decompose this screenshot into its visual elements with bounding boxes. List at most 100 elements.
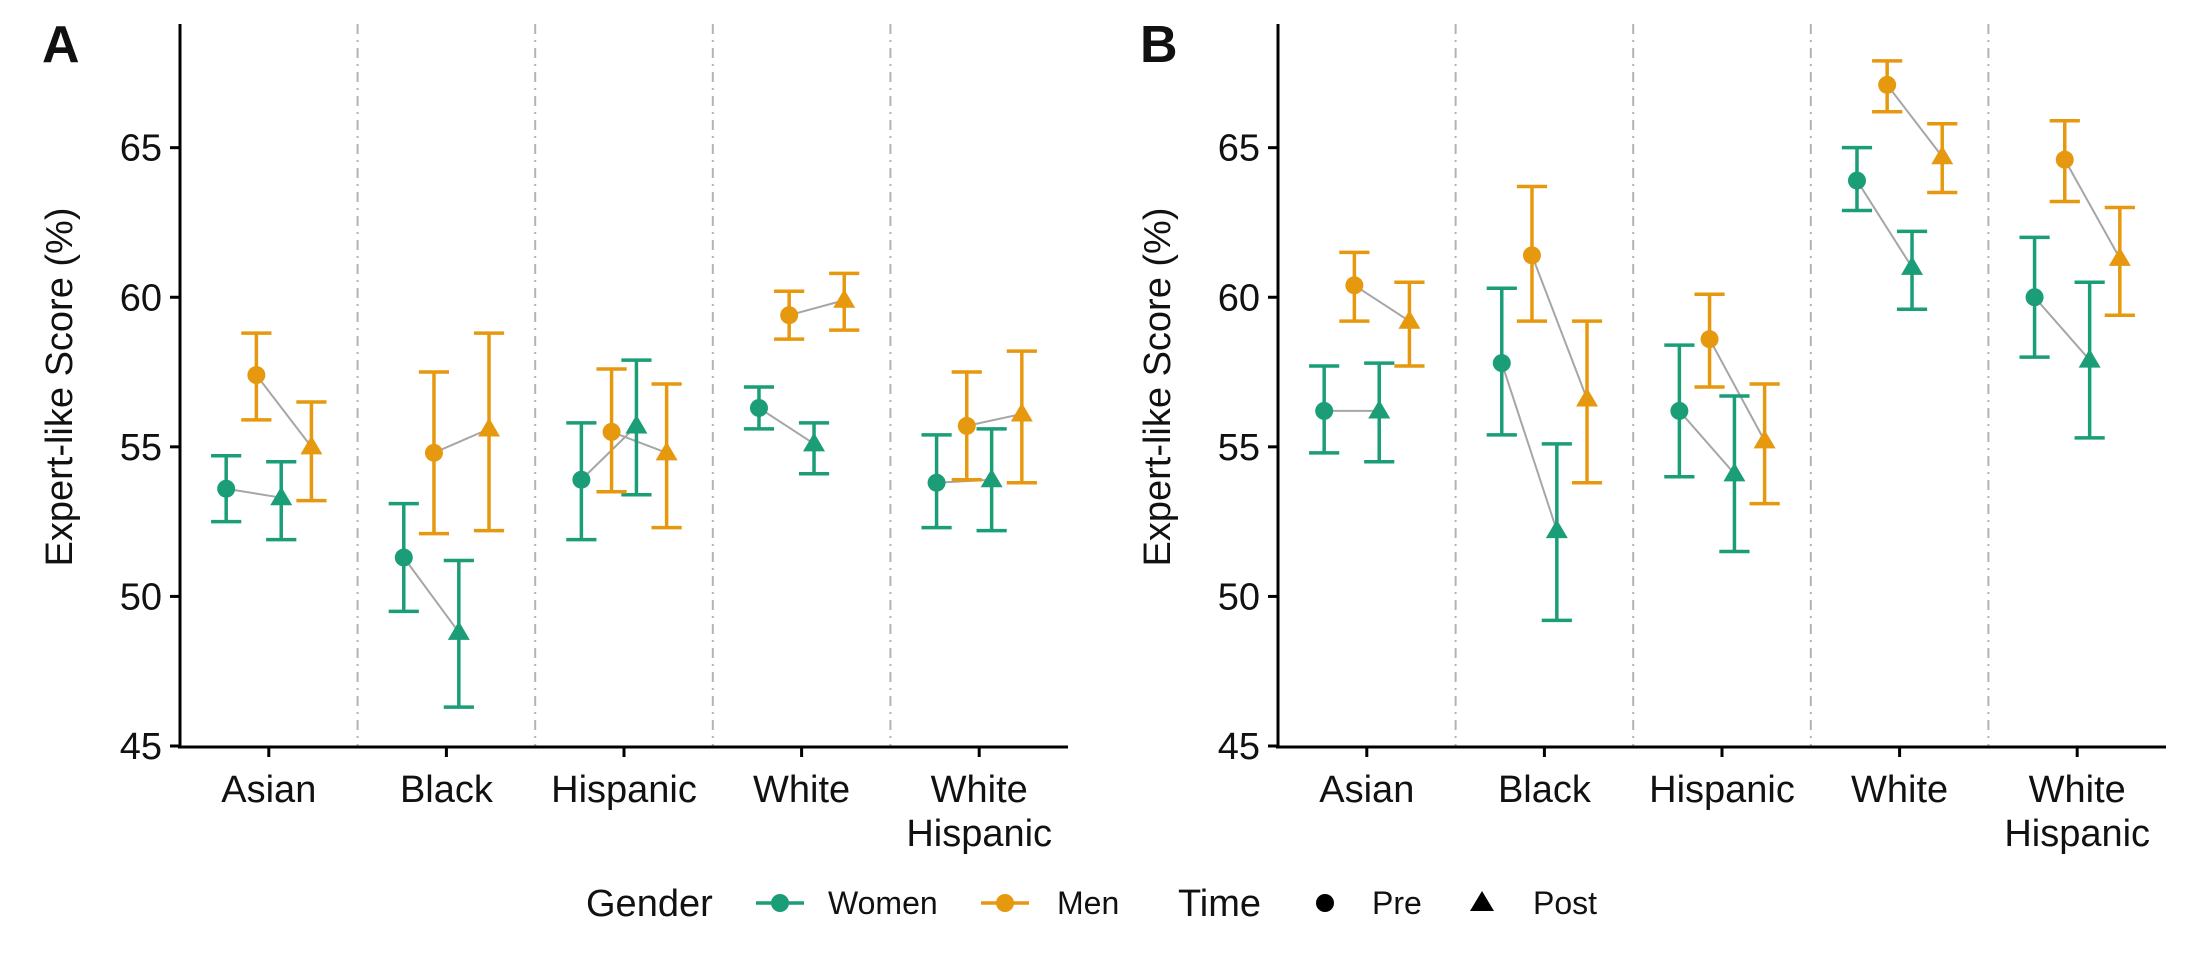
connector-line-men: [1708, 338, 1766, 442]
point-men-pre: [1522, 246, 1541, 265]
connector-line-women: [758, 407, 815, 445]
y-tick-label: 60: [1218, 277, 1260, 319]
point-men-pre: [2055, 150, 2074, 169]
x-tick-label: Asian: [1319, 769, 1414, 811]
connector-line-men: [433, 427, 490, 454]
legend-key-point: [771, 894, 789, 912]
point-men-pre: [1878, 75, 1897, 94]
x-tick-label-line: Hispanic: [551, 769, 697, 811]
y-tick-label: 45: [1218, 726, 1260, 768]
legend-time-label: Pre: [1372, 885, 1422, 921]
point-men-pre: [1700, 330, 1719, 349]
point-women-post: [803, 432, 826, 452]
point-women-post: [625, 414, 648, 434]
legend-gender-title: Gender: [586, 883, 713, 925]
connector-line-men: [788, 299, 845, 317]
x-tick-label-line: Asian: [221, 769, 316, 811]
legend: Gender Women Men Time Pre Post: [586, 883, 1597, 925]
point-women-post: [980, 468, 1003, 488]
panel-letter: A: [42, 16, 80, 74]
connector-line-women: [2033, 296, 2091, 361]
point-men-post: [655, 441, 678, 461]
x-tick-label: Black: [400, 769, 494, 811]
point-women-pre: [394, 548, 413, 567]
point-men-post: [1010, 402, 1033, 422]
connector-line-women: [580, 425, 638, 481]
connector-line-women: [1856, 180, 1913, 268]
connector-line-women: [402, 556, 460, 633]
legend-gender-label: Women: [828, 885, 938, 921]
x-tick-label: White: [753, 769, 850, 811]
legend-time-title: Time: [1178, 883, 1261, 925]
point-women-pre: [572, 470, 591, 489]
y-tick-label: 55: [1218, 427, 1260, 469]
x-tick-label-line: Black: [400, 769, 494, 811]
connector-line-women: [1678, 410, 1736, 475]
y-tick-label: 45: [120, 726, 162, 768]
legend-gender-label: Men: [1057, 885, 1119, 921]
point-men-post: [1753, 429, 1776, 449]
legend-key-point: [996, 894, 1014, 912]
point-women-pre: [749, 398, 768, 417]
connector-line-men: [1353, 284, 1410, 323]
point-men-post: [300, 435, 323, 455]
connector-line-women: [1500, 362, 1558, 531]
point-men-pre: [247, 366, 266, 385]
x-tick-label: White: [1851, 769, 1948, 811]
legend-time-label: Post: [1533, 885, 1597, 921]
point-men-post: [2108, 247, 2131, 266]
y-tick-label: 50: [120, 576, 162, 618]
x-tick-label: White Hispanic: [906, 769, 1052, 855]
point-women-pre: [1492, 354, 1511, 373]
point-men-pre: [1345, 276, 1364, 295]
point-women-pre: [2025, 288, 2044, 307]
point-women-pre: [217, 479, 236, 498]
connector-line-men: [255, 374, 313, 448]
point-men-pre: [957, 416, 976, 435]
connector-line-men: [1886, 84, 1944, 158]
point-men-post: [1576, 387, 1599, 407]
connector-line-men: [1531, 255, 1588, 400]
point-women-post: [447, 621, 470, 640]
x-tick-label-line: White: [1851, 769, 1948, 811]
point-women-post: [270, 486, 293, 506]
point-women-post: [2078, 348, 2101, 368]
point-women-post: [1901, 256, 1924, 275]
point-men-post: [478, 417, 501, 437]
connector-line-women: [226, 487, 282, 499]
panel-letter: B: [1140, 16, 1178, 74]
x-tick-label-line: Hispanic: [906, 813, 1052, 855]
connector-line-men: [2063, 159, 2121, 259]
x-tick-label-line: White: [753, 769, 850, 811]
y-tick-label: 55: [120, 427, 162, 469]
point-men-pre: [424, 443, 443, 462]
x-tick-label: Hispanic: [1649, 769, 1795, 811]
point-men-pre: [780, 306, 799, 325]
legend-post-symbol: [1470, 891, 1494, 911]
x-tick-label-line: Hispanic: [1649, 769, 1795, 811]
x-tick-label-line: Asian: [1319, 769, 1414, 811]
legend-pre-symbol: [1316, 894, 1334, 912]
connector-line-men: [611, 430, 667, 454]
x-tick-label-line: White: [2029, 769, 2126, 811]
point-men-post: [1398, 310, 1421, 329]
point-men-post: [833, 289, 856, 308]
point-men-post: [1931, 145, 1954, 165]
point-women-pre: [1315, 401, 1334, 420]
x-tick-label: Black: [1498, 769, 1592, 811]
y-axis-title: Expert-like Score (%): [39, 208, 81, 567]
x-tick-label: Asian: [221, 769, 316, 811]
point-women-post: [1723, 462, 1746, 482]
x-tick-label-line: White: [931, 769, 1028, 811]
point-men-pre: [602, 422, 621, 441]
point-women-pre: [1847, 171, 1866, 190]
point-women-post: [1545, 519, 1568, 539]
point-women-pre: [927, 473, 946, 492]
connector-line-men: [966, 412, 1023, 427]
x-tick-label-line: Black: [1498, 769, 1592, 811]
x-tick-label: White Hispanic: [2004, 769, 2150, 855]
x-tick-label-line: Hispanic: [2004, 813, 2150, 855]
